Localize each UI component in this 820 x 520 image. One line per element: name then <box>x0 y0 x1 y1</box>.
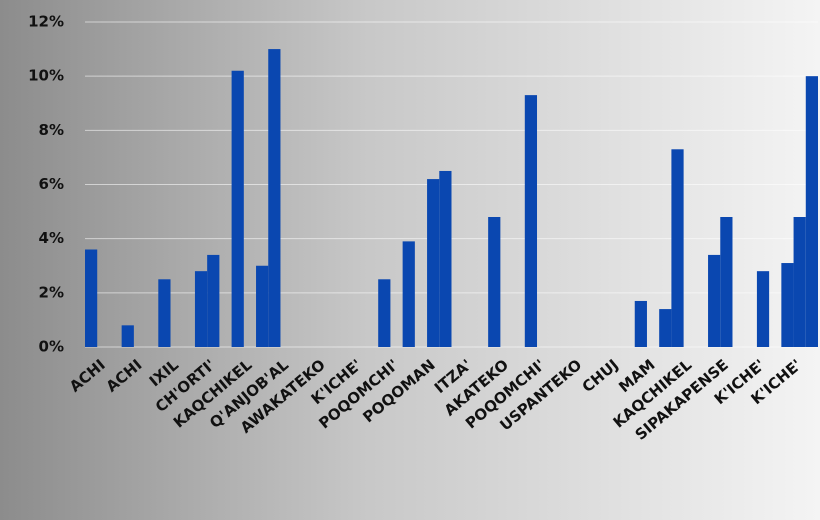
bar <box>805 76 818 348</box>
y-tick-label: 0% <box>39 338 64 356</box>
bar <box>194 271 208 347</box>
bar <box>207 254 220 347</box>
y-tick-label: 10% <box>28 67 64 85</box>
bar <box>659 309 672 347</box>
bar <box>524 95 538 347</box>
y-tick-label: 4% <box>39 229 64 247</box>
bar <box>671 149 684 347</box>
bar <box>121 325 134 347</box>
bar <box>158 279 171 347</box>
bar <box>231 70 244 347</box>
x-tick-label: ACHI <box>103 356 146 396</box>
bar <box>427 179 440 347</box>
bar <box>488 217 501 347</box>
y-tick-label: 6% <box>39 175 64 193</box>
bar <box>85 249 98 347</box>
bar <box>256 265 269 347</box>
x-tick-label: ACHI <box>66 356 109 396</box>
bar <box>756 271 770 347</box>
x-tick-label: CHUJ <box>579 356 622 396</box>
y-tick-label: 2% <box>39 283 64 301</box>
y-tick-label: 8% <box>39 121 64 139</box>
y-tick-label: 12% <box>28 13 64 31</box>
bar <box>378 279 391 347</box>
bar <box>781 263 794 347</box>
bar <box>439 170 452 347</box>
bar <box>708 254 721 347</box>
bar <box>793 217 806 347</box>
bar <box>634 300 647 347</box>
bar <box>402 241 415 347</box>
bar <box>720 217 733 347</box>
bar <box>268 49 281 347</box>
